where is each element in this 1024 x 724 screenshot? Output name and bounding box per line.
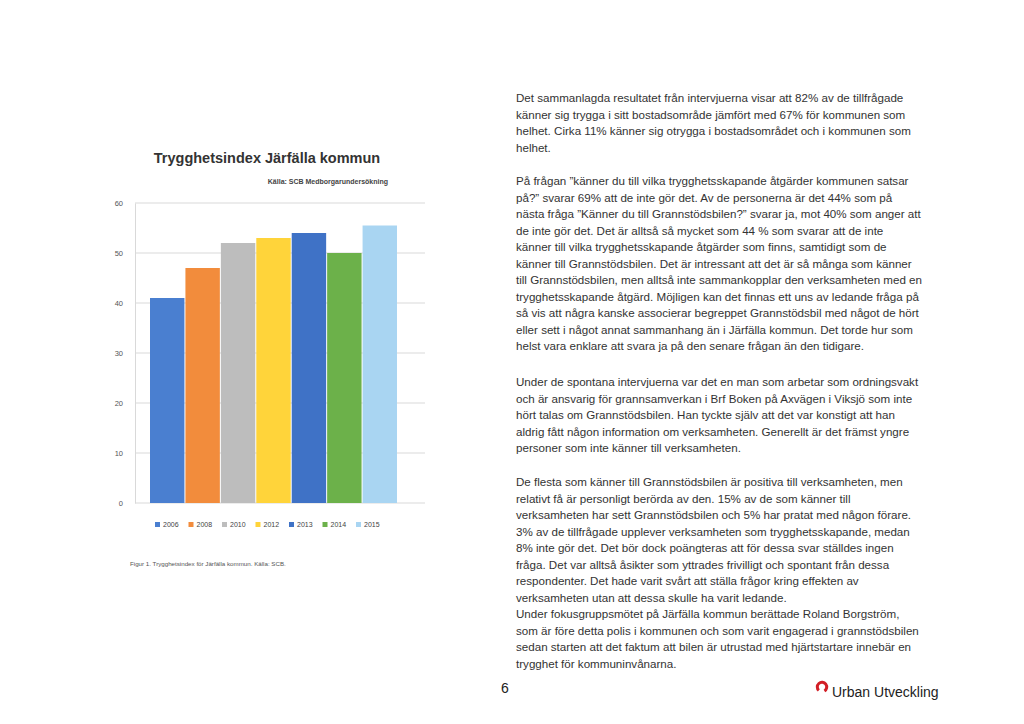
grid	[135, 203, 425, 503]
chart-title: Trygghetsindex Järfälla kommun	[154, 150, 380, 166]
legend-label: 2008	[197, 521, 213, 528]
bars	[150, 226, 397, 504]
text-line: Under fokusgruppsmötet på Järfälla kommu…	[516, 606, 919, 623]
text-line: 8% inte gör det. Det bör dock poängteras…	[516, 540, 911, 557]
legend-swatch	[155, 522, 160, 527]
y-tick: 40	[115, 299, 135, 308]
text-line: känner till vilka trygghetsskapande åtgä…	[516, 239, 922, 256]
text-line: till Grannstödsbilen, men alltså inte sa…	[516, 272, 922, 289]
y-tick: 0	[119, 499, 135, 508]
text-line: nästa fråga ”Känner du till Grannstödsbi…	[516, 206, 922, 223]
text-line: helst vara enklare att svara ja på den s…	[516, 338, 922, 355]
text-line: relativt få är personligt berörda av den…	[516, 491, 911, 508]
text-line: så vis att några kanske associerar begre…	[516, 305, 922, 322]
paragraph: Under fokusgruppsmötet på Järfälla kommu…	[516, 606, 919, 672]
text-line: och är ansvarig för grannsamverkan i Brf…	[516, 391, 918, 408]
bar	[185, 268, 219, 503]
legend-label: 2012	[264, 521, 280, 528]
text-line: sedan starten att det faktum att bilen ä…	[516, 639, 919, 656]
y-axis: 0 10 20 30 40 50 60	[115, 199, 136, 508]
y-tick-label: 0	[119, 499, 123, 508]
chart-subtitle: Källa: SCB Medborgarundersökning	[268, 178, 388, 186]
legend-label: 2015	[364, 521, 380, 528]
y-tick-label: 50	[115, 249, 123, 258]
text-line: trygghet för kommuninvånarna.	[516, 656, 919, 673]
text-line: verksamheten utan att dessa skulle ha va…	[516, 590, 911, 607]
logo-text: Urban Utveckling	[832, 684, 939, 700]
text-line: trygghetsskapande åtgärd. Möjligen kan d…	[516, 289, 922, 306]
text-line: på?” svarar 69% att de inte gör det. Av …	[516, 190, 922, 207]
y-tick: 50	[115, 249, 135, 258]
text-line: respondenter. Det hade varit svårt att s…	[516, 573, 911, 590]
bar	[292, 233, 326, 503]
text-line: fråga. Det var alltså åsikter som yttrad…	[516, 557, 911, 574]
text-line: På frågan ”känner du till vilka trygghet…	[516, 173, 922, 190]
legend-swatch	[356, 522, 361, 527]
logo-icon	[816, 681, 828, 693]
bar	[150, 298, 184, 503]
text-line: Under de spontana intervjuerna var det e…	[516, 374, 918, 391]
figure-caption: Figur 1. Trygghetsindex för Järfälla kom…	[130, 560, 286, 567]
legend-swatch	[222, 522, 227, 527]
grid-line	[135, 203, 425, 204]
legend-swatch	[256, 522, 261, 527]
paragraph: De flesta som känner till Grannstödsbile…	[516, 474, 911, 606]
y-tick-label: 30	[115, 349, 123, 358]
legend-label: 2013	[297, 521, 313, 528]
legend-swatch	[289, 522, 294, 527]
bar	[363, 226, 397, 504]
y-tick: 60	[115, 199, 135, 208]
text-line: de inte gör det. Det är alltså så mycket…	[516, 223, 922, 240]
text-line: hört talas om Grannstödsbilen. Han tyckt…	[516, 407, 918, 424]
y-axis-line	[135, 204, 136, 504]
text-line: helhet.	[516, 140, 911, 157]
text-line: helhet. Cirka 11% känner sig otrygga i b…	[516, 123, 911, 140]
y-tick-label: 20	[115, 399, 123, 408]
legend-label: 2006	[163, 521, 179, 528]
text-line: känner till Grannstödsbilen. Det är intr…	[516, 256, 922, 273]
text-line: eller sett i något annat sammanhang än i…	[516, 322, 922, 339]
text-line: aldrig fått någon information om verksam…	[516, 424, 918, 441]
y-tick: 10	[115, 449, 135, 458]
y-tick: 20	[115, 399, 135, 408]
bar	[327, 253, 361, 503]
text-line: Det sammanlagda resultatet från intervju…	[516, 90, 911, 107]
y-tick-label: 40	[115, 299, 123, 308]
y-tick-label: 60	[115, 199, 123, 208]
legend: 2006 2008 2010 2012 2013 2014 2015	[155, 521, 380, 528]
legend-label: 2014	[331, 521, 347, 528]
text-line: 3% av de tillfrågade upplever verksamhet…	[516, 524, 911, 541]
bar	[256, 238, 290, 503]
y-tick: 30	[115, 349, 135, 358]
legend-swatch	[189, 522, 194, 527]
text-line: känner sig trygga i sitt bostadsområde j…	[516, 107, 911, 124]
y-tick-label: 10	[115, 449, 123, 458]
text-line: verksamheten har sett Grannstödsbilen oc…	[516, 507, 911, 524]
legend-label: 2010	[230, 521, 246, 528]
legend-swatch	[323, 522, 328, 527]
text-line: som är före detta polis i kommunen och s…	[516, 623, 919, 640]
text-line: personer som inte känner till verksamhet…	[516, 440, 918, 457]
page-number: 6	[501, 680, 509, 696]
logo: Urban Utveckling	[816, 681, 939, 700]
paragraph: Under de spontana intervjuerna var det e…	[516, 374, 918, 457]
paragraph: På frågan ”känner du till vilka trygghet…	[516, 173, 922, 355]
bar	[221, 243, 255, 503]
paragraph: Det sammanlagda resultatet från intervju…	[516, 90, 911, 156]
text-line: De flesta som känner till Grannstödsbile…	[516, 474, 911, 491]
